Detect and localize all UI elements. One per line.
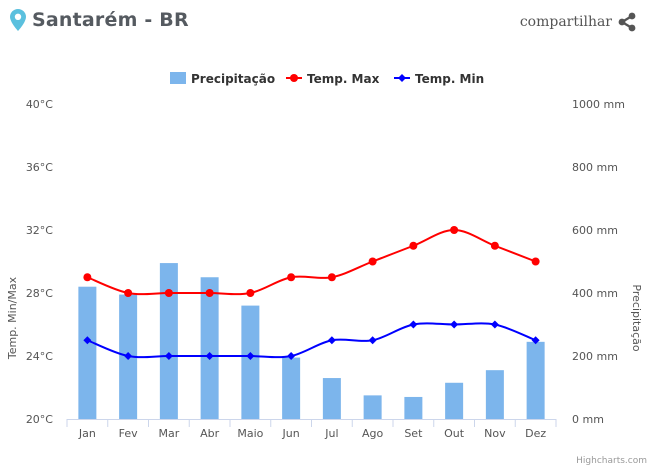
x-tick-label: Nov <box>484 427 506 440</box>
y-axis-title-right: Precipitação <box>630 284 643 351</box>
chart-svg: Precipitação Temp. Max Temp. Min 20°C 24°… <box>6 72 647 466</box>
y2-tick-label: 600 mm <box>572 224 618 237</box>
y-tick-label: 28°C <box>26 287 53 300</box>
y-tick-label: 24°C <box>26 350 53 363</box>
precip-bar <box>241 305 260 419</box>
precip-bar <box>322 378 341 419</box>
temp-max-point <box>246 289 255 297</box>
y2-tick-label: 200 mm <box>572 350 618 363</box>
temp-max-point <box>450 226 459 234</box>
temp-max-point <box>164 289 173 297</box>
y-tick-label: 40°C <box>26 98 53 111</box>
y-axis-left: 20°C 24°C 28°C 32°C 36°C 40°C <box>26 98 53 426</box>
legend-item-temp-max[interactable]: Temp. Max <box>286 72 380 86</box>
temp-max-point <box>368 257 377 266</box>
y2-tick-label: 800 mm <box>572 161 618 174</box>
legend-item-precipitation[interactable]: Precipitação <box>170 72 275 86</box>
temp-min-point <box>124 352 133 360</box>
precip-bar <box>78 286 97 419</box>
temp-min-point <box>531 336 540 345</box>
y2-tick-label: 1000 mm <box>572 98 625 111</box>
x-tick-label: Abr <box>200 427 220 440</box>
precip-bar <box>445 382 464 419</box>
y-axis-title-left: Temp. Min/Max <box>6 276 19 360</box>
share-button[interactable]: compartilhar <box>520 12 637 32</box>
temp-min-series <box>83 320 540 360</box>
x-axis: Jan Fev Mar Abr Maio Jun Jul Ago Set Out Nov Dez <box>66 419 557 440</box>
y-axis-right: 0 mm 200 mm 400 mm 600 mm 800 mm 1000 mm <box>572 98 625 426</box>
legend-max-label: Temp. Max <box>307 72 380 86</box>
precip-bars <box>78 263 545 419</box>
temp-max-point <box>490 241 499 250</box>
precip-bar <box>526 341 545 419</box>
temp-min-point <box>83 336 92 345</box>
y2-tick-label: 0 mm <box>572 413 604 426</box>
temp-max-point <box>205 289 214 297</box>
precip-bar <box>159 263 178 419</box>
temp-min-line <box>87 322 536 359</box>
temp-min-point <box>450 320 459 329</box>
x-tick-label: Set <box>404 427 423 440</box>
legend-min-label: Temp. Min <box>415 72 484 86</box>
y-tick-label: 32°C <box>26 224 53 237</box>
climate-chart: Precipitação Temp. Max Temp. Min 20°C 24°… <box>0 60 655 467</box>
map-pin-icon <box>10 9 26 31</box>
y-tick-label: 36°C <box>26 161 53 174</box>
x-tick-label: Jul <box>324 427 338 440</box>
x-tick-label: Jan <box>78 427 96 440</box>
location-title: Santarém - BR <box>32 9 189 31</box>
y2-tick-label: 400 mm <box>572 287 618 300</box>
temp-min-point <box>246 352 255 360</box>
x-tick-label: Maio <box>237 427 263 440</box>
temp-max-point <box>83 273 92 282</box>
precip-bar <box>363 395 382 419</box>
credits[interactable]: Highcharts.com <box>576 456 647 466</box>
legend-precip-label: Precipitação <box>191 72 275 86</box>
legend-item-temp-min[interactable]: Temp. Min <box>394 72 484 86</box>
x-tick-label: Ago <box>362 427 384 440</box>
precip-bar <box>404 396 423 419</box>
precip-bar <box>485 370 504 419</box>
temp-max-point <box>287 273 296 282</box>
temp-min-point <box>409 320 418 329</box>
temp-min-point <box>490 320 499 329</box>
legend-min-marker <box>398 74 406 82</box>
legend-precip-swatch <box>170 72 186 84</box>
share-label: compartilhar <box>519 14 612 30</box>
temp-min-point <box>164 352 173 360</box>
legend-max-marker <box>290 74 298 82</box>
temp-max-point <box>531 257 540 266</box>
x-tick-label: Out <box>444 427 465 440</box>
temp-max-point <box>409 241 418 250</box>
temp-max-point <box>327 273 336 282</box>
x-tick-label: Mar <box>158 427 179 440</box>
temp-max-series <box>83 226 540 297</box>
x-tick-label: Jun <box>282 427 300 440</box>
share-icon <box>618 12 636 32</box>
temp-max-line <box>87 228 536 296</box>
temp-min-point <box>205 352 214 360</box>
temp-min-point <box>368 336 377 345</box>
temp-min-point <box>287 352 296 360</box>
y-tick-label: 20°C <box>26 413 53 426</box>
precip-bar <box>282 357 301 419</box>
x-tick-label: Fev <box>119 427 138 440</box>
x-tick-label: Dez <box>525 427 546 440</box>
temp-max-point <box>124 289 133 297</box>
location-heading: Santarém - BR <box>10 9 189 31</box>
legend[interactable]: Precipitação Temp. Max Temp. Min <box>170 72 484 86</box>
precip-bar <box>200 277 219 419</box>
header: Santarém - BR compartilhar <box>0 0 655 44</box>
temp-min-point <box>327 336 336 345</box>
